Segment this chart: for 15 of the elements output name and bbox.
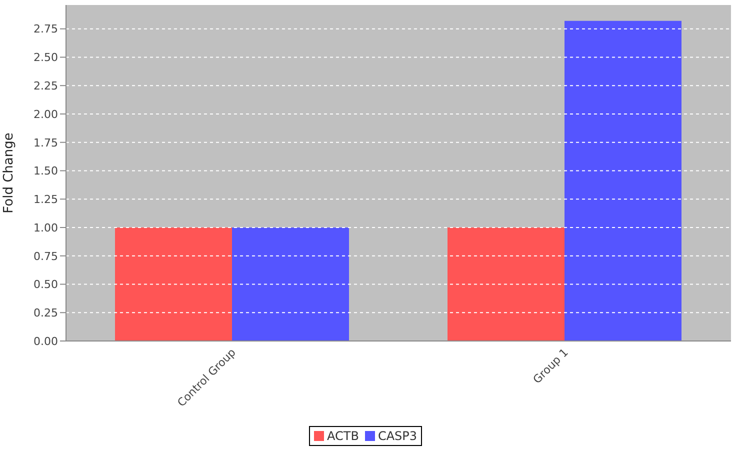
y-tick-label: 2.00 — [34, 108, 58, 121]
y-tick-label: 0.75 — [34, 250, 58, 263]
y-tick-label: 1.50 — [34, 164, 58, 178]
y-axis-title: Fold Change — [2, 132, 17, 214]
legend-label: ACTB — [326, 429, 359, 443]
y-tick-label: 1.00 — [34, 221, 58, 234]
y-tick-label: 1.25 — [34, 193, 58, 206]
y-tick-label: 0.25 — [34, 306, 58, 320]
y-tick-label: 2.25 — [34, 80, 58, 92]
y-tick-label: 1.75 — [34, 136, 58, 150]
y-tick-label: 2.50 — [34, 51, 58, 64]
y-tick-label: 0.00 — [34, 334, 58, 348]
y-tick-label: 0.50 — [34, 278, 58, 292]
y-tick-label: 2.75 — [34, 22, 58, 36]
legend-label: CASP3 — [376, 429, 418, 443]
